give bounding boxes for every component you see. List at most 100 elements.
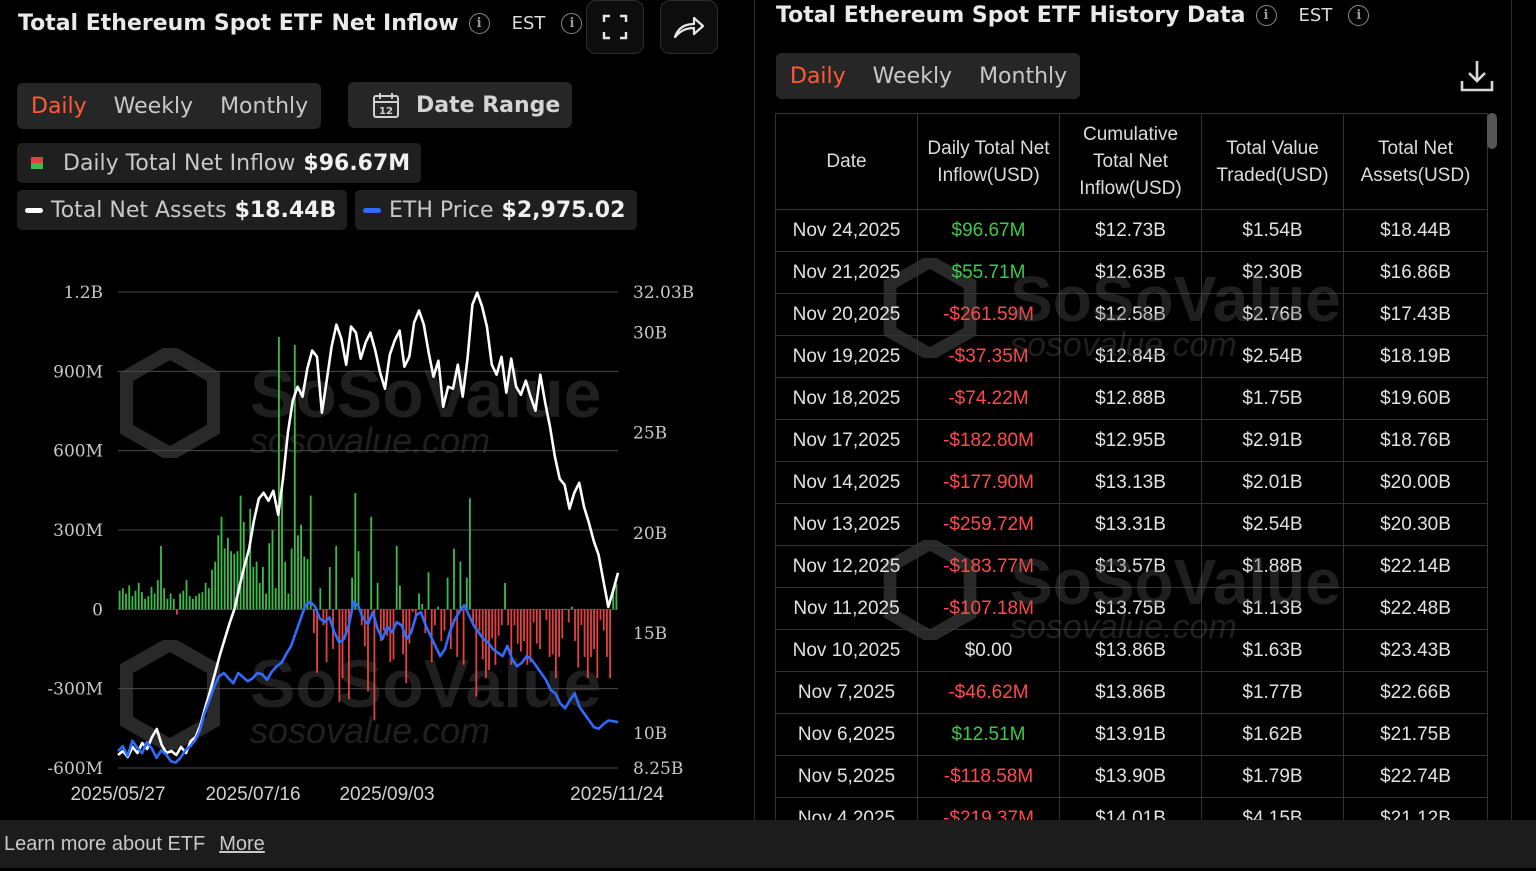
inflow-bar xyxy=(252,567,255,610)
legend-net-inflow[interactable]: Daily Total Net Inflow $96.67M xyxy=(17,143,421,183)
legend-net-assets-label: Total Net Assets xyxy=(51,197,227,223)
history-tab-daily[interactable]: Daily xyxy=(790,63,846,89)
legend-net-assets[interactable]: Total Net Assets $18.44B xyxy=(17,190,347,230)
inflow-bar xyxy=(128,585,131,610)
inflow-bar xyxy=(437,606,439,610)
inflow-bar xyxy=(606,609,608,657)
cell-traded: $2.54B xyxy=(1201,503,1344,546)
inflow-bar xyxy=(510,609,513,665)
inflow-bar xyxy=(488,609,490,671)
y-right-tick-label: 15B xyxy=(633,624,667,644)
cell-daily-inflow: $12.51M xyxy=(917,713,1060,756)
history-tab-monthly[interactable]: Monthly xyxy=(979,63,1068,89)
inflow-swatch xyxy=(31,157,43,169)
inflow-bar xyxy=(453,548,455,610)
inflow-bar xyxy=(363,609,366,647)
download-icon[interactable] xyxy=(1458,57,1496,95)
cell-date: Nov 13,2025 xyxy=(775,503,918,546)
eth-price-line xyxy=(117,600,619,764)
net-inflow-chart[interactable]: 1.2B 900M 600M 300M 0 -300M -600M 32.03B 30B 25B 2… xyxy=(0,270,752,810)
inflow-bar xyxy=(121,588,124,610)
timezone-label: EST xyxy=(511,13,546,34)
inflow-bar xyxy=(370,516,373,610)
cell-traded: $1.77B xyxy=(1201,671,1344,714)
cell-cumulative: $12.58B xyxy=(1059,293,1202,336)
inflow-bar xyxy=(236,551,239,610)
table-scrollbar[interactable] xyxy=(1487,113,1497,149)
cell-cumulative: $13.13B xyxy=(1059,461,1202,504)
inflow-bar xyxy=(217,535,220,610)
history-period-tabs: Daily Weekly Monthly xyxy=(776,53,1080,99)
cell-daily-inflow: -$259.72M xyxy=(917,503,1060,546)
cell-traded: $1.54B xyxy=(1201,209,1344,252)
tab-monthly[interactable]: Monthly xyxy=(220,93,309,119)
inflow-bar xyxy=(169,593,172,610)
fullscreen-button[interactable] xyxy=(586,0,644,54)
inflow-bar xyxy=(612,593,615,610)
inflow-bar xyxy=(523,609,525,641)
y-left-tick-label: 0 xyxy=(92,600,103,620)
history-info-icon[interactable]: i xyxy=(1255,5,1277,26)
inflow-bar xyxy=(220,516,223,610)
inflow-bar xyxy=(134,590,137,610)
cell-traded: $1.13B xyxy=(1201,587,1344,630)
inflow-bar xyxy=(558,609,560,657)
cell-daily-inflow: -$118.58M xyxy=(917,755,1060,798)
inflow-bar xyxy=(465,577,468,610)
inflow-bar xyxy=(443,609,446,631)
y-right-tick-label: 30B xyxy=(633,324,667,344)
info-icon[interactable]: i xyxy=(468,13,490,34)
inflow-bar xyxy=(567,609,570,623)
tab-daily[interactable]: Daily xyxy=(31,93,87,119)
cell-cumulative: $13.91B xyxy=(1059,713,1202,756)
inflow-bar xyxy=(278,337,280,610)
panel-edge xyxy=(1511,0,1512,820)
cell-cumulative: $12.88B xyxy=(1059,377,1202,420)
inflow-bar xyxy=(328,567,331,610)
cell-daily-inflow: $0.00 xyxy=(917,629,1060,672)
cell-net-assets: $17.43B xyxy=(1343,293,1488,336)
inflow-bar xyxy=(335,545,338,610)
table-row: Nov 5,2025 -$118.58M $13.90B $1.79B $22.74B xyxy=(775,755,1488,798)
cell-traded: $1.63B xyxy=(1201,629,1344,672)
inflow-bar xyxy=(491,609,494,639)
cell-net-assets: $22.74B xyxy=(1343,755,1488,798)
timezone-info-icon[interactable]: i xyxy=(561,13,583,34)
inflow-bar xyxy=(392,609,395,660)
inflow-bar xyxy=(176,609,178,615)
cell-net-assets: $18.76B xyxy=(1343,419,1488,462)
cell-net-assets: $22.48B xyxy=(1343,587,1488,630)
inflow-bar xyxy=(249,508,252,610)
inflow-bar xyxy=(507,609,510,626)
inflow-bar xyxy=(399,585,401,610)
cell-traded: $4.15B xyxy=(1201,797,1344,820)
inflow-bar xyxy=(344,609,347,636)
cell-net-assets: $18.44B xyxy=(1343,209,1488,252)
table-row: Nov 24,2025 $96.67M $12.73B $1.54B $18.44B xyxy=(775,209,1488,252)
legend-net-inflow-value: $96.67M xyxy=(303,150,411,176)
cell-daily-inflow: -$107.18M xyxy=(917,587,1060,630)
footer-more-link[interactable]: More xyxy=(219,832,265,855)
history-timezone-info-icon[interactable]: i xyxy=(1348,5,1370,26)
cell-net-assets: $20.30B xyxy=(1343,503,1488,546)
inflow-bar xyxy=(188,596,191,610)
cell-traded: $1.79B xyxy=(1201,755,1344,798)
history-tab-weekly[interactable]: Weekly xyxy=(872,63,953,89)
cell-net-assets: $20.00B xyxy=(1343,461,1488,504)
inflow-bar xyxy=(475,609,478,697)
inflow-bar xyxy=(462,609,465,665)
cell-daily-inflow: -$261.59M xyxy=(917,293,1060,336)
date-range-button[interactable]: 12 Date Range xyxy=(348,82,572,128)
history-table-container[interactable]: Date Daily Total Net Inflow(USD) Cumulat… xyxy=(775,113,1488,820)
share-button[interactable] xyxy=(660,0,718,54)
col-cumulative-inflow: Cumulative Total Net Inflow(USD) xyxy=(1059,113,1202,210)
inflow-bar xyxy=(564,609,567,611)
inflow-bar xyxy=(580,609,583,626)
inflow-bar xyxy=(303,556,306,610)
tab-weekly[interactable]: Weekly xyxy=(113,93,194,119)
inflow-bar xyxy=(446,577,449,610)
legend-eth-price[interactable]: ETH Price $2,975.02 xyxy=(355,190,637,230)
col-value-traded: Total Value Traded(USD) xyxy=(1201,113,1344,210)
inflow-bar xyxy=(233,553,236,610)
table-row: Nov 4,2025 -$219.37M $14.01B $4.15B $21.12B xyxy=(775,797,1488,820)
